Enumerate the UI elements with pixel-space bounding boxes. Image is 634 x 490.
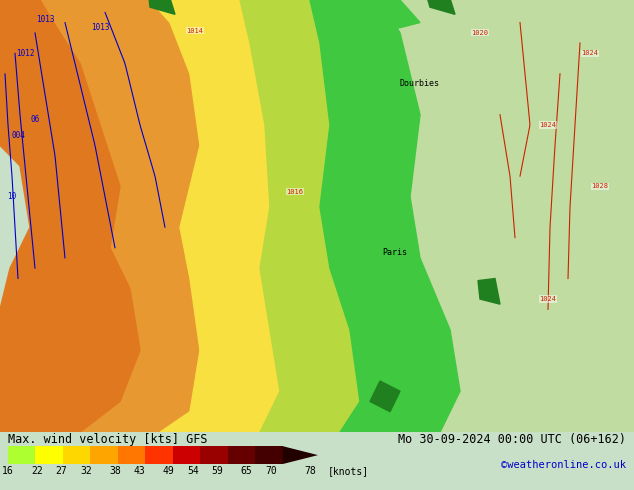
Polygon shape xyxy=(425,0,455,14)
Text: 43: 43 xyxy=(134,466,145,476)
Polygon shape xyxy=(0,0,140,432)
Bar xyxy=(228,446,255,464)
Bar xyxy=(200,446,228,464)
Text: 1013: 1013 xyxy=(91,23,109,32)
Text: [knots]: [knots] xyxy=(328,466,369,476)
Text: 1024: 1024 xyxy=(540,122,557,128)
Text: 004: 004 xyxy=(11,131,25,140)
Text: 1016: 1016 xyxy=(287,189,304,195)
Text: 38: 38 xyxy=(109,466,121,476)
Bar xyxy=(400,0,634,432)
Text: Dourbies: Dourbies xyxy=(400,79,440,89)
Text: 1028: 1028 xyxy=(592,183,609,190)
Text: 1014: 1014 xyxy=(186,28,204,34)
Text: 70: 70 xyxy=(265,466,277,476)
Text: 65: 65 xyxy=(241,466,252,476)
Text: 49: 49 xyxy=(163,466,174,476)
Text: 59: 59 xyxy=(212,466,223,476)
Text: 1013: 1013 xyxy=(36,15,55,24)
Text: 16: 16 xyxy=(2,466,14,476)
Bar xyxy=(91,446,118,464)
Text: ©weatheronline.co.uk: ©weatheronline.co.uk xyxy=(501,460,626,470)
Polygon shape xyxy=(310,0,460,432)
Polygon shape xyxy=(240,0,360,432)
Text: 54: 54 xyxy=(187,466,199,476)
Text: Max. wind velocity [kts] GFS: Max. wind velocity [kts] GFS xyxy=(8,433,207,446)
Bar xyxy=(172,446,200,464)
Text: Paris: Paris xyxy=(382,248,408,257)
Polygon shape xyxy=(478,278,500,304)
Text: 32: 32 xyxy=(80,466,92,476)
Text: 27: 27 xyxy=(56,466,67,476)
Text: 1024: 1024 xyxy=(540,296,557,302)
Bar xyxy=(255,446,283,464)
Bar xyxy=(118,446,145,464)
Polygon shape xyxy=(370,381,400,412)
Text: 78: 78 xyxy=(304,466,316,476)
Polygon shape xyxy=(283,446,318,464)
Bar xyxy=(36,446,63,464)
Text: 1024: 1024 xyxy=(581,50,598,56)
Text: 10: 10 xyxy=(8,192,16,201)
Text: 06: 06 xyxy=(30,115,39,124)
Polygon shape xyxy=(148,0,175,14)
Text: 1020: 1020 xyxy=(472,30,489,36)
Text: 1012: 1012 xyxy=(16,49,34,58)
Text: Mo 30-09-2024 00:00 UTC (06+162): Mo 30-09-2024 00:00 UTC (06+162) xyxy=(398,433,626,446)
Bar xyxy=(63,446,91,464)
Polygon shape xyxy=(150,0,280,432)
Bar xyxy=(8,446,36,464)
Bar xyxy=(145,446,172,464)
Polygon shape xyxy=(0,0,200,432)
Polygon shape xyxy=(310,0,420,33)
Text: 22: 22 xyxy=(31,466,43,476)
